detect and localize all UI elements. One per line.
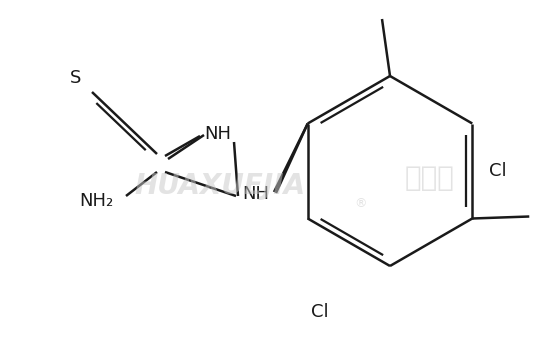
Text: HUAXUEJIA: HUAXUEJIA — [134, 172, 306, 200]
Text: Cl: Cl — [311, 303, 329, 321]
Text: 化学加: 化学加 — [405, 164, 455, 192]
Text: S: S — [71, 69, 82, 87]
Text: NH: NH — [242, 185, 269, 203]
Text: Cl: Cl — [489, 162, 507, 180]
Text: NH₂: NH₂ — [79, 192, 113, 210]
Text: ®: ® — [354, 198, 366, 210]
Text: NH: NH — [204, 125, 231, 143]
